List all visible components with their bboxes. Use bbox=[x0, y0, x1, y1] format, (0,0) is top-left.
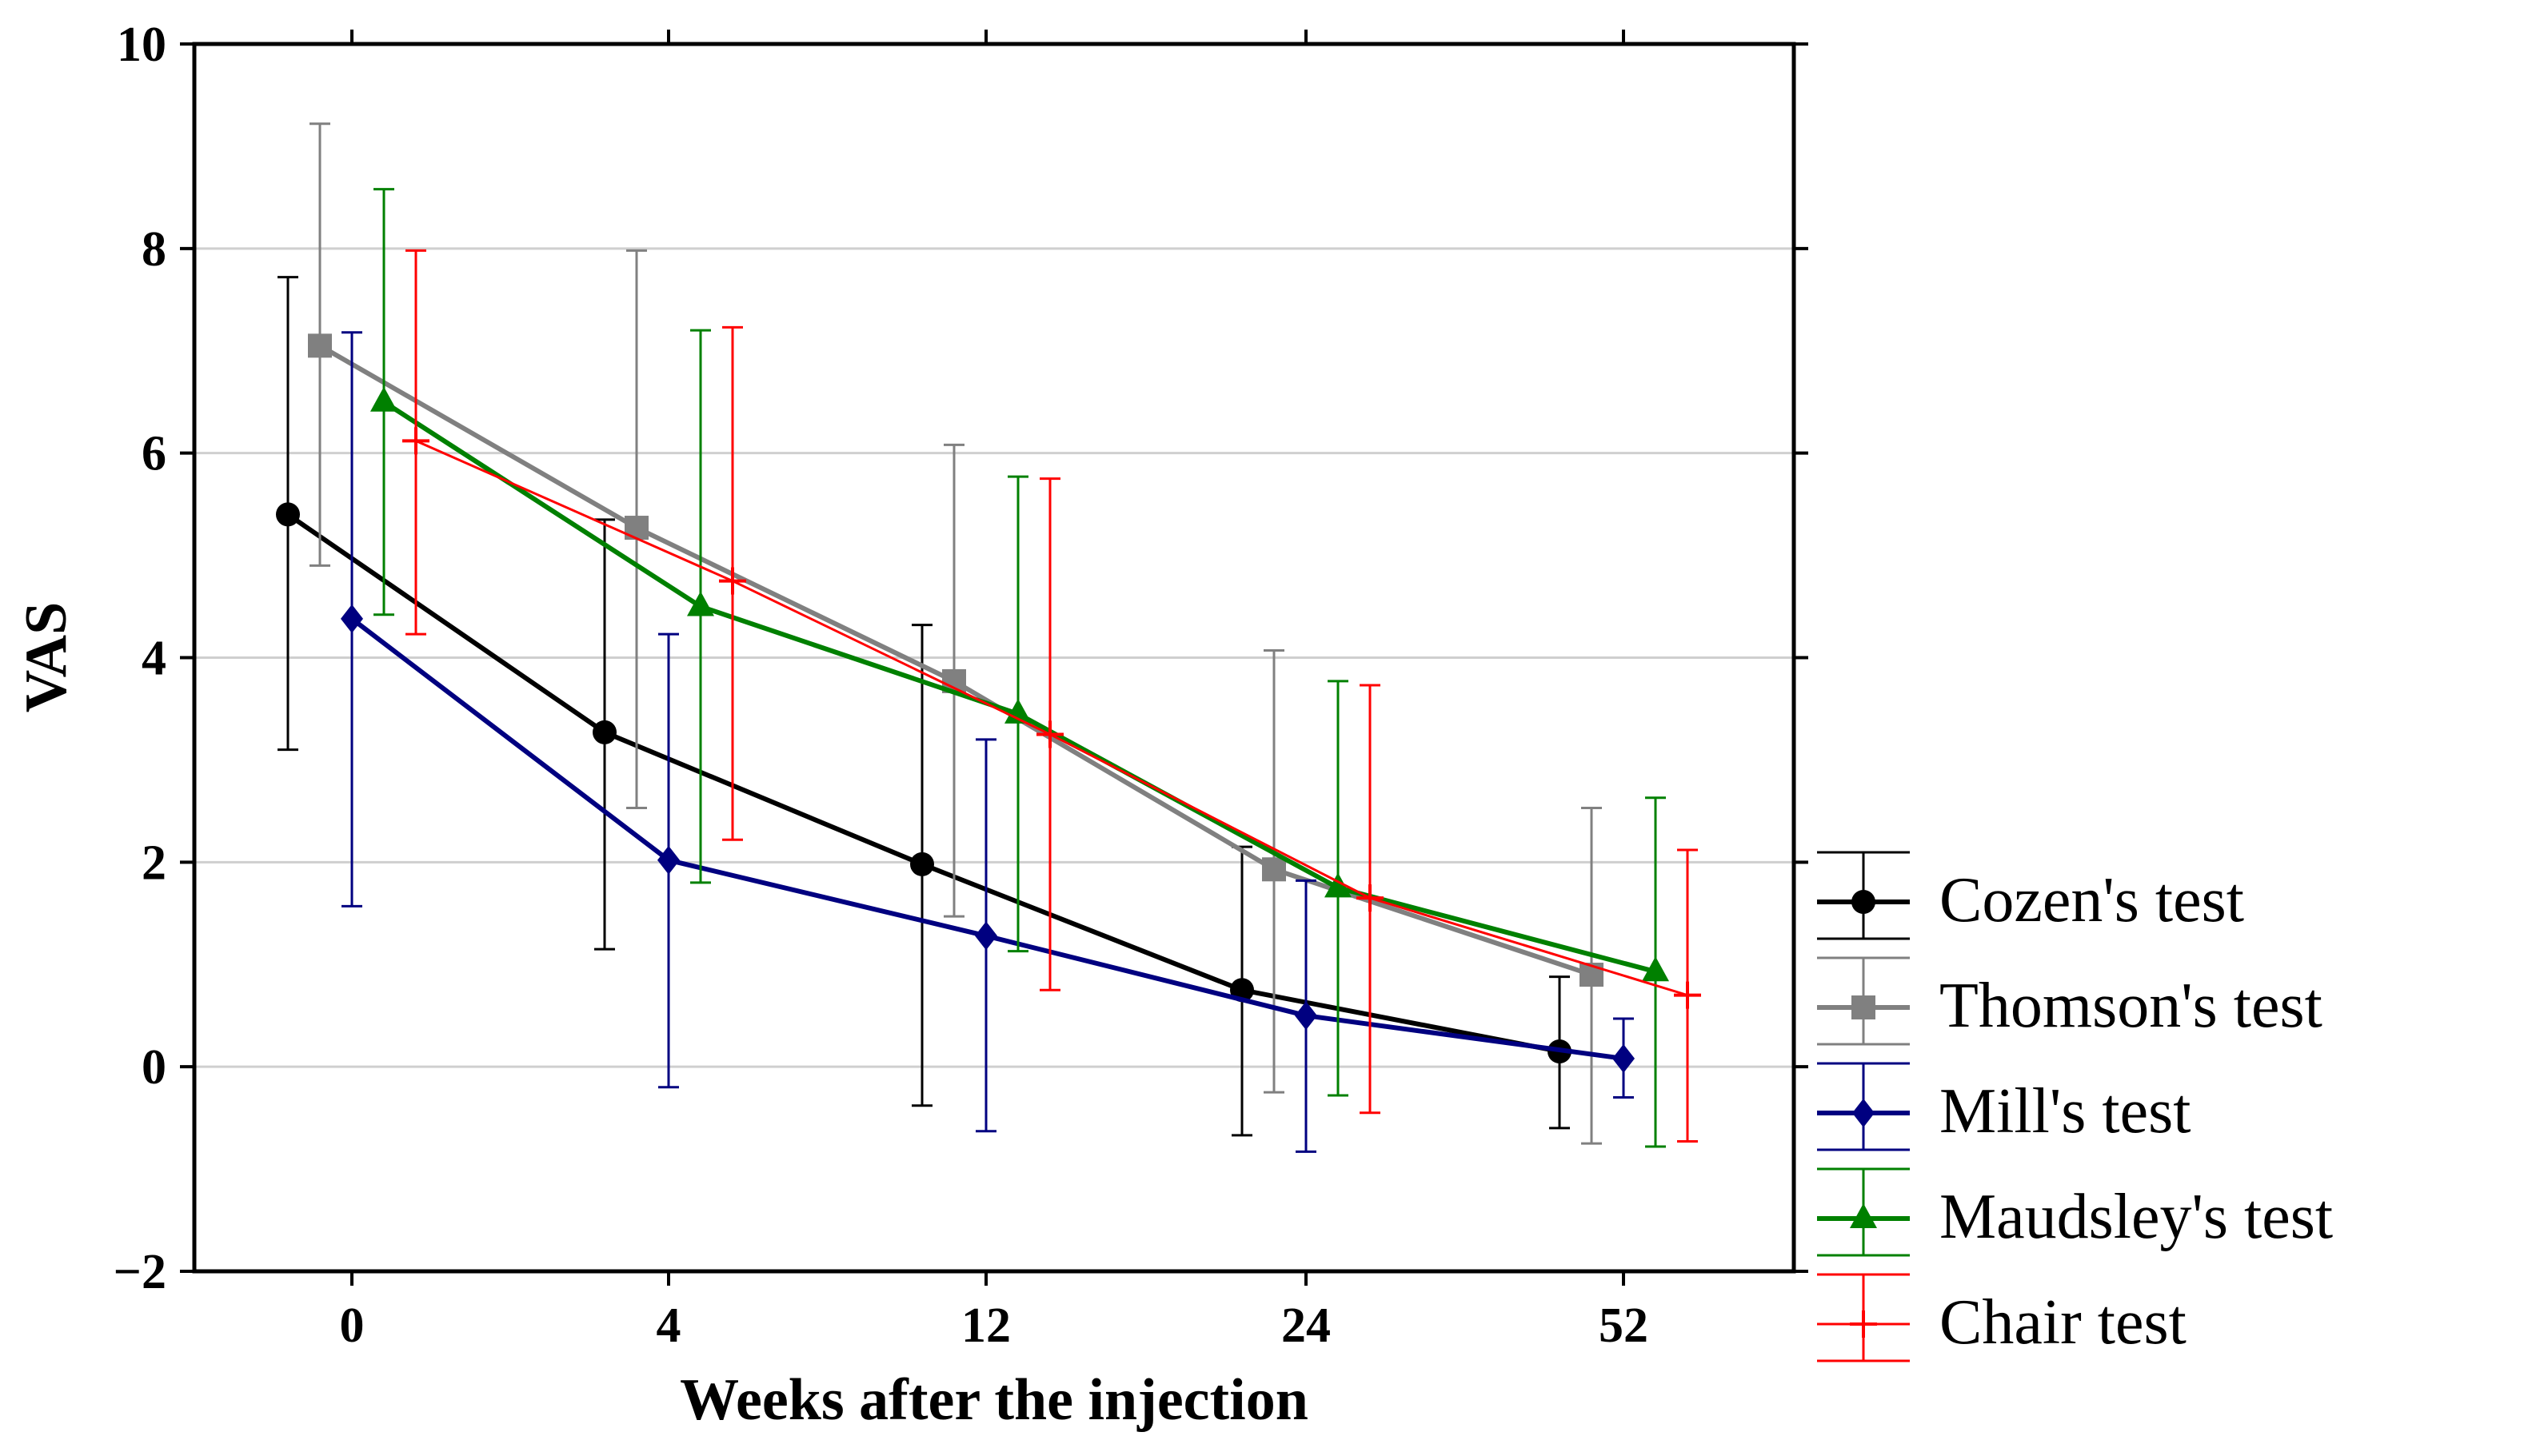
series-line bbox=[318, 343, 1592, 977]
series-line bbox=[415, 439, 1688, 997]
data-point bbox=[1324, 872, 1352, 898]
series-layer bbox=[276, 122, 1701, 1153]
series-maudsley-s-test bbox=[370, 188, 1669, 1148]
legend-label: Maudsley's test bbox=[1939, 1182, 2333, 1252]
legend-label: Thomson's test bbox=[1939, 971, 2322, 1041]
x-axis-title: Weeks after the injection bbox=[680, 1367, 1308, 1433]
y-tick-label: 6 bbox=[142, 427, 166, 481]
legend-item-mill-s-test: Mill's test bbox=[1817, 1062, 2191, 1151]
y-tick-label: 8 bbox=[142, 222, 166, 277]
data-point bbox=[1642, 956, 1669, 982]
data-point bbox=[593, 720, 617, 744]
legend-marker bbox=[1850, 1310, 1877, 1338]
legend-label: Mill's test bbox=[1939, 1076, 2191, 1147]
legend-item-cozen-s-test: Cozen's test bbox=[1817, 851, 2244, 940]
series-line bbox=[382, 400, 1656, 975]
legend: Cozen's test Thomson's test Mill's test Mau… bbox=[1817, 851, 2333, 1362]
data-point bbox=[719, 567, 746, 595]
y-tick-label: 4 bbox=[142, 632, 166, 686]
legend-marker bbox=[1851, 995, 1875, 1019]
data-point bbox=[1262, 857, 1286, 882]
data-point bbox=[910, 852, 934, 876]
data-point bbox=[687, 591, 714, 616]
y-axis-title: VAS bbox=[14, 602, 79, 713]
y-tick-label: 2 bbox=[142, 836, 166, 890]
y-tick-label: 0 bbox=[142, 1040, 166, 1095]
data-point bbox=[341, 604, 363, 633]
legend-label: Cozen's test bbox=[1939, 865, 2244, 935]
data-point bbox=[308, 333, 332, 358]
x-tick-label: 4 bbox=[657, 1298, 681, 1353]
legend-marker bbox=[1852, 1099, 1875, 1127]
series-cozen-s-test bbox=[276, 276, 1572, 1137]
data-point bbox=[276, 502, 300, 527]
y-tick-label: 10 bbox=[117, 18, 166, 72]
data-point bbox=[657, 845, 680, 875]
legend-marker bbox=[1851, 890, 1875, 914]
data-point bbox=[1036, 720, 1064, 748]
data-point bbox=[1295, 1001, 1317, 1031]
series-chair-test bbox=[402, 249, 1701, 1143]
x-tick-label: 0 bbox=[340, 1298, 365, 1353]
data-point bbox=[625, 516, 649, 541]
legend-label: Chair test bbox=[1939, 1287, 2187, 1358]
x-tick-label: 52 bbox=[1599, 1298, 1648, 1353]
data-point bbox=[1356, 884, 1384, 912]
legend-item-maudsley-s-test: Maudsley's test bbox=[1817, 1167, 2333, 1257]
x-tick-label: 12 bbox=[961, 1298, 1011, 1353]
data-point bbox=[1612, 1043, 1635, 1073]
series-thomson-s-test bbox=[308, 122, 1603, 1145]
data-point bbox=[1004, 698, 1032, 724]
legend-marker bbox=[1850, 1203, 1877, 1228]
series-mill-s-test bbox=[341, 331, 1635, 1153]
data-point bbox=[1674, 981, 1701, 1009]
x-tick-label: 24 bbox=[1281, 1298, 1331, 1353]
y-tick-label: −2 bbox=[114, 1245, 166, 1299]
legend-item-thomson-s-test: Thomson's test bbox=[1817, 956, 2322, 1046]
data-point bbox=[402, 427, 429, 455]
data-point bbox=[975, 921, 997, 951]
legend-item-chair-test: Chair test bbox=[1817, 1273, 2187, 1362]
series-line bbox=[350, 616, 1624, 1061]
data-point bbox=[370, 386, 397, 412]
